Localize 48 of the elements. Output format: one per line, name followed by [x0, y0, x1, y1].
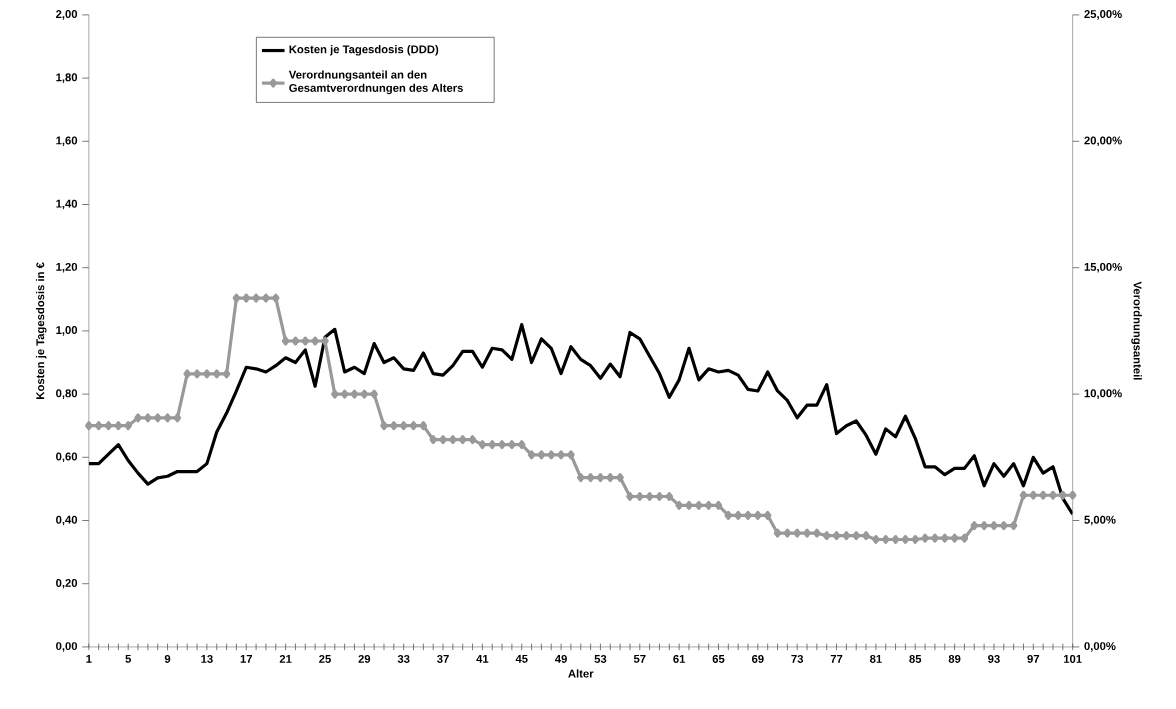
y-axis-title: Kosten je Tagesdosis in € — [35, 262, 47, 400]
x-tick-label: 65 — [712, 655, 725, 664]
x-tick-label: 69 — [751, 655, 764, 664]
x-tick-label: 93 — [988, 655, 1000, 664]
y2-tick-label: 5,00% — [1084, 515, 1116, 526]
y-tick-label: 1,20 — [56, 263, 78, 273]
x-tick-label: 25 — [319, 655, 331, 664]
x-tick-label: 85 — [909, 655, 922, 664]
x-tick-label: 17 — [240, 655, 253, 663]
legend-label: Kosten je Tagesdosis (DDD) — [289, 45, 439, 56]
x-tick-label: 77 — [830, 655, 843, 663]
x-tick-label: 29 — [358, 655, 371, 664]
x-tick-label: 1 — [86, 655, 92, 663]
x-tick-label: 33 — [397, 655, 410, 664]
x-tick-label: 13 — [201, 655, 213, 664]
y-tick-label: 0,40 — [56, 515, 78, 526]
x-tick-label: 21 — [279, 655, 292, 664]
y-tick-label: 0,00 — [56, 642, 78, 652]
x-tick-label: 41 — [476, 655, 489, 663]
y2-tick-label: 10,00% — [1084, 389, 1122, 400]
y-tick-label: 1,40 — [56, 199, 78, 210]
x-tick-label: 57 — [633, 655, 646, 663]
y2-tick-label: 20,00% — [1084, 136, 1122, 147]
x-tick-label: 89 — [948, 655, 961, 664]
x-tick-label: 5 — [125, 655, 132, 663]
x-tick-label: 53 — [594, 655, 607, 664]
y-tick-label: 0,60 — [56, 452, 78, 463]
y2-tick-label: 15,00% — [1084, 263, 1122, 273]
x-tick-label: 81 — [869, 655, 882, 664]
x-tick-label: 73 — [791, 655, 804, 664]
y2-tick-label: 0,00% — [1084, 642, 1116, 652]
x-tick-label: 101 — [1063, 655, 1082, 664]
y-tick-label: 0,20 — [56, 579, 78, 589]
y-tick-label: 1,60 — [56, 136, 78, 147]
x-tick-label: 97 — [1027, 655, 1040, 664]
x-tick-label: 49 — [554, 655, 567, 664]
y-tick-label: 2,00 — [56, 10, 78, 20]
x-tick-label: 61 — [673, 655, 686, 664]
legend-label: Verordnungsanteil an den Gesamtverordnungen des Alters — [288, 70, 463, 95]
x-tick-label: 37 — [437, 655, 449, 664]
x-tick-label: 9 — [164, 655, 171, 664]
y2-axis-title: Verordnungsanteil — [1131, 281, 1142, 380]
x-tick-label: 45 — [515, 655, 528, 663]
y2-tick-label: 25,00% — [1084, 10, 1122, 20]
x-axis-title: Alter — [568, 669, 594, 678]
y-tick-label: 1,80 — [56, 73, 78, 84]
y-tick-label: 0,80 — [56, 389, 78, 400]
y-tick-label: 1,00 — [56, 326, 78, 336]
